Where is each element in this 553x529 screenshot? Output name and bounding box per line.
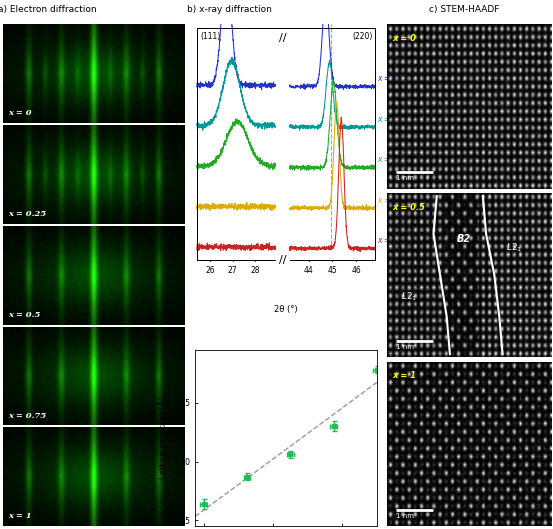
Text: 44: 44 <box>304 267 314 276</box>
Text: a) Electron diffraction: a) Electron diffraction <box>0 5 96 14</box>
Text: //: // <box>279 33 286 43</box>
Text: $L2_1$: $L2_1$ <box>506 241 522 254</box>
Text: 27: 27 <box>228 267 238 276</box>
Text: x = 0.5: x = 0.5 <box>377 155 405 164</box>
Text: x = 0.5: x = 0.5 <box>8 311 40 318</box>
Text: x = 0.75: x = 0.75 <box>377 196 410 205</box>
Text: $L2_1$: $L2_1$ <box>400 291 417 303</box>
Text: x = 0.75: x = 0.75 <box>8 412 46 419</box>
Y-axis label: Lattice constant (Å): Lattice constant (Å) <box>158 397 168 479</box>
Text: b) x-ray diffraction: b) x-ray diffraction <box>187 5 272 14</box>
Text: x = 0: x = 0 <box>377 74 398 83</box>
Text: x = 0.25: x = 0.25 <box>377 115 410 124</box>
Text: x = 0: x = 0 <box>393 34 416 43</box>
Text: x = 0: x = 0 <box>8 109 32 117</box>
Text: x = 1: x = 1 <box>8 513 32 521</box>
Text: 45: 45 <box>327 267 337 276</box>
Text: 28: 28 <box>251 267 260 276</box>
Text: c) STEM-HAADF: c) STEM-HAADF <box>429 5 500 14</box>
Text: 26: 26 <box>206 267 215 276</box>
Text: //: // <box>279 255 286 265</box>
Text: x = 0.25: x = 0.25 <box>8 209 46 218</box>
Text: x = 1: x = 1 <box>377 236 398 245</box>
Text: 2θ (°): 2θ (°) <box>274 305 298 314</box>
Text: 1 nm: 1 nm <box>395 344 414 350</box>
Text: 1 nm: 1 nm <box>395 176 414 181</box>
Text: 46: 46 <box>351 267 361 276</box>
Text: Intensity (a.u): Intensity (a.u) <box>171 114 180 172</box>
Text: B2: B2 <box>457 234 471 244</box>
Text: (111): (111) <box>200 32 221 41</box>
Text: (220): (220) <box>352 32 373 41</box>
Text: x = 0.5: x = 0.5 <box>393 203 425 212</box>
Text: x = 1: x = 1 <box>393 371 416 380</box>
Text: 1 nm: 1 nm <box>395 513 414 519</box>
